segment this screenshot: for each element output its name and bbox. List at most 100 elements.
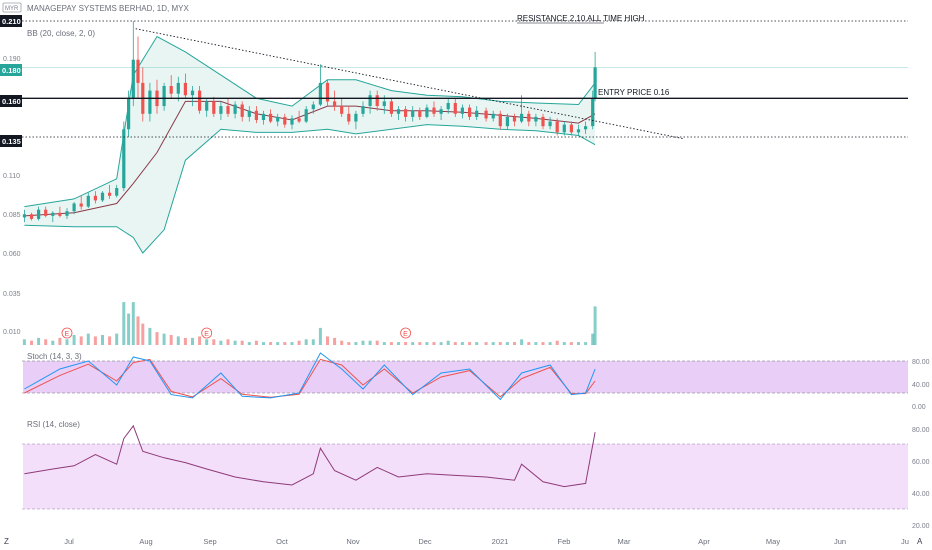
candle-body-39 <box>290 118 294 125</box>
candle-body-48 <box>354 113 358 122</box>
volume-bar-78 <box>569 342 573 345</box>
horizontal-levels <box>22 20 908 139</box>
volume-bar-4 <box>51 340 55 345</box>
candle-body-12 <box>108 192 112 196</box>
volume-bar-7 <box>72 335 76 345</box>
candle-body-58 <box>425 107 429 117</box>
time-label-5: Dec <box>418 537 432 546</box>
volume-bar-21 <box>162 333 166 345</box>
stoch-tick-0: 80.00 <box>912 359 930 366</box>
candle-body-16 <box>131 59 135 99</box>
earnings-marker-1: E <box>204 331 209 338</box>
candle-body-80 <box>584 126 588 130</box>
volume-bar-63 <box>460 342 464 345</box>
volume-bar-32 <box>240 340 244 345</box>
volume-bar-37 <box>276 342 280 345</box>
volume-bar-74 <box>541 342 545 345</box>
volume-bar-15 <box>127 313 131 345</box>
price-tick-2: 0.180 <box>2 66 21 75</box>
candle-body-1 <box>29 214 34 219</box>
candle-body-78 <box>569 124 573 133</box>
candle-body-52 <box>382 101 386 106</box>
rsi-legend[interactable]: RSI (14, close) <box>27 420 80 429</box>
price-tick-7: 0.060 <box>3 251 21 258</box>
time-label-4: Nov <box>346 537 360 546</box>
volume-bar-30 <box>226 339 230 345</box>
volume-bar-17 <box>136 316 140 345</box>
rsi-oscillator <box>22 424 908 510</box>
candle-body-63 <box>460 107 464 114</box>
corner-left-glyph[interactable]: Z <box>4 537 9 546</box>
volume-bar-80 <box>584 342 588 345</box>
candle-body-76 <box>555 121 559 133</box>
candle-body-42 <box>311 104 315 110</box>
candle-body-27 <box>205 101 209 111</box>
candle-body-43 <box>318 82 322 105</box>
candle-body-71 <box>520 113 524 122</box>
candle-body-66 <box>484 110 488 119</box>
volume-bar-40 <box>297 340 301 345</box>
rsi-band-fill <box>23 444 908 509</box>
candle-body-70 <box>512 116 517 122</box>
candle-body-32 <box>240 104 244 117</box>
candle-body-77 <box>562 124 566 133</box>
volume-bar-50 <box>368 340 372 345</box>
time-label-11: Jun <box>834 537 846 546</box>
stoch-band-fill <box>23 361 908 393</box>
candle-body-53 <box>389 101 393 114</box>
volume-bar-59 <box>432 342 436 345</box>
candle-body-24 <box>183 82 187 96</box>
volume-bar-19 <box>148 327 152 345</box>
time-label-7: Feb <box>558 537 571 546</box>
bb-fill <box>24 36 596 253</box>
volume-bar-75 <box>548 342 552 345</box>
rsi-tick-3: 20.00 <box>912 523 930 530</box>
volume-bar-55 <box>404 342 408 345</box>
candle-body-4 <box>51 212 55 216</box>
volume-bar-9 <box>86 333 90 345</box>
volume-bar-68 <box>498 342 502 345</box>
time-label-10: May <box>766 537 780 546</box>
candle-body-10 <box>93 195 97 201</box>
candle-body-11 <box>100 192 105 201</box>
volume-bar-58 <box>425 342 429 345</box>
resistance-annotation: RESISTANCE 2.10 ALL TIME HIGH <box>517 14 645 23</box>
earnings-marker-0: E <box>65 331 70 338</box>
volume-bar-57 <box>418 342 422 345</box>
price-badge-2 <box>0 64 22 76</box>
volume-bar-14 <box>122 302 126 345</box>
candle-body-69 <box>505 116 509 127</box>
candle-body-65 <box>475 110 479 117</box>
corner-right-glyph[interactable]: A <box>917 537 923 546</box>
candle-body-61 <box>446 103 450 110</box>
bb-legend[interactable]: BB (20, close, 2, 0) <box>27 29 95 38</box>
volume-bar-42 <box>311 339 315 345</box>
volume-bar-25 <box>191 337 194 345</box>
price-axis: 0.210 0.190 0.180 0.160 0.135 0.110 0.085 0.060… <box>0 15 930 530</box>
volume-bar-36 <box>269 342 273 345</box>
volume-bar-60 <box>439 342 443 345</box>
candle-body-60 <box>439 109 443 114</box>
volume-bar-5 <box>58 337 62 345</box>
candle-body-30 <box>226 106 230 114</box>
price-tick-8: 0.035 <box>3 291 21 298</box>
volume-bar-73 <box>534 342 538 345</box>
earnings-marker-circle-1 <box>201 327 213 339</box>
volume-bar-79 <box>577 342 580 345</box>
candle-body-28 <box>212 101 216 114</box>
candle-body-49 <box>361 106 365 114</box>
volume-bar-67 <box>491 342 495 345</box>
volume-bar-53 <box>389 342 393 345</box>
candle-body-17 <box>136 59 140 83</box>
candle-body-62 <box>453 103 457 114</box>
volume-bar-31 <box>233 340 237 345</box>
volume-bar-72 <box>527 342 531 345</box>
currency-badge[interactable]: MYR <box>5 6 19 12</box>
volume-bar-1 <box>30 340 33 345</box>
stoch-legend[interactable]: Stoch (14, 3, 3) <box>27 352 82 361</box>
volume-bar-12 <box>108 336 112 345</box>
candlesticks <box>22 21 597 223</box>
candle-body-57 <box>418 110 422 117</box>
